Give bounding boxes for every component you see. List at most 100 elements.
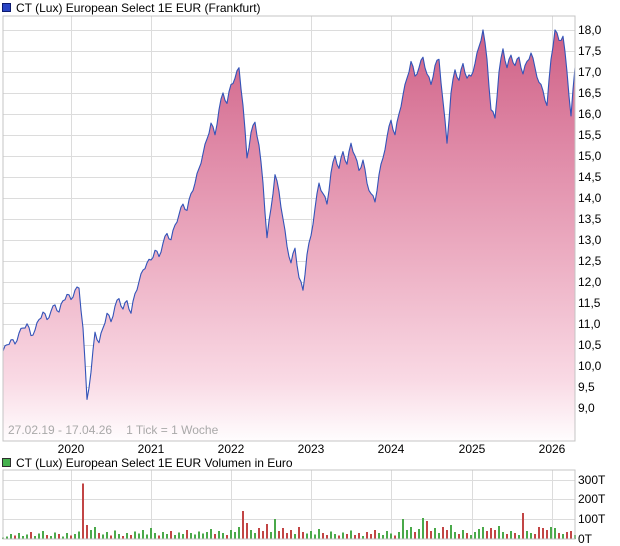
volume-bar [534, 534, 536, 539]
price-y-tick-label: 13,5 [578, 212, 602, 226]
volume-bar [338, 535, 340, 539]
volume-bar [222, 533, 224, 539]
price-area-fill [3, 29, 575, 442]
volume-bar [66, 533, 68, 539]
volume-bar [538, 527, 540, 539]
volume-bar [374, 530, 376, 539]
volume-bar [554, 528, 556, 539]
volume-bar [206, 532, 208, 539]
volume-bar [190, 533, 192, 539]
volume-bar [450, 525, 452, 539]
volume-bar [210, 529, 212, 539]
volume-bar [158, 535, 160, 539]
volume-bar [30, 532, 32, 539]
volume-bar [566, 532, 568, 539]
volume-bar [34, 535, 36, 539]
volume-bar [282, 528, 284, 539]
volume-bar [146, 534, 148, 539]
price-y-tick-label: 11,0 [578, 317, 601, 331]
volume-bar [526, 531, 528, 539]
volume-bar [558, 533, 560, 539]
volume-plot-border [2, 469, 576, 540]
volume-bar [242, 511, 244, 539]
volume-bar [90, 530, 92, 539]
volume-bar [530, 533, 532, 539]
volume-chart-title: CT (Lux) European Select 1E EUR Volumen … [16, 455, 293, 470]
volume-bar [298, 527, 300, 539]
volume-bar [142, 530, 144, 539]
volume-bar [402, 519, 404, 539]
volume-bar [254, 533, 256, 539]
volume-bar [74, 533, 76, 539]
volume-bar [454, 532, 456, 539]
date-range-label: 27.02.19 - 17.04.26 [8, 423, 113, 437]
volume-bar [70, 535, 72, 539]
price-y-tick-label: 17,5 [578, 44, 602, 58]
volume-bar [22, 536, 24, 539]
volume-bar [406, 530, 408, 539]
chart-range-info: 27.02.19 - 17.04.26 1 Tick = 1 Woche [8, 423, 232, 437]
volume-bar [506, 534, 508, 539]
volume-bar [114, 530, 116, 539]
volume-bar [278, 531, 280, 539]
volume-bar [346, 534, 348, 539]
volume-bar [550, 527, 552, 539]
volume-bar [226, 535, 228, 539]
price-y-tick-label: 9,0 [578, 401, 595, 415]
volume-bar [434, 528, 436, 539]
volume-bar [502, 532, 504, 539]
volume-bar [334, 533, 336, 539]
volume-bar [54, 532, 56, 539]
volume-bar [342, 532, 344, 539]
price-y-tick-label: 14,5 [578, 170, 602, 184]
x-axis-year-label: 2023 [297, 442, 325, 456]
volume-bar [354, 535, 356, 539]
volume-bar [170, 531, 172, 539]
volume-bar [198, 531, 200, 539]
price-series-icon [2, 3, 11, 12]
x-axis-year-label: 2020 [57, 442, 85, 456]
volume-bar [414, 532, 416, 539]
volume-bar [290, 530, 292, 539]
price-y-tick-label: 16,0 [578, 107, 602, 121]
price-y-tick-label: 12,0 [578, 275, 602, 289]
volume-series-icon [2, 458, 11, 467]
volume-bar [470, 535, 472, 539]
price-chart-title: CT (Lux) European Select 1E EUR (Frankfu… [16, 0, 261, 15]
volume-bar [102, 534, 104, 539]
volume-bar [202, 533, 204, 539]
volume-bar [82, 483, 84, 539]
volume-bar [238, 527, 240, 539]
volume-bar [150, 528, 152, 539]
volume-bar [270, 532, 272, 539]
volume-bar [498, 526, 500, 539]
volume-bar [130, 535, 132, 539]
volume-bar [310, 531, 312, 539]
volume-chart-header: CT (Lux) European Select 1E EUR Volumen … [2, 455, 293, 470]
volume-bar [386, 531, 388, 539]
volume-bar [482, 527, 484, 539]
volume-bar [258, 528, 260, 539]
volume-bar [390, 533, 392, 539]
volume-bar [358, 533, 360, 539]
volume-bar [14, 535, 16, 539]
volume-bar [518, 535, 520, 539]
price-y-tick-label: 13,0 [578, 233, 602, 247]
volume-bar [350, 530, 352, 539]
price-y-tick-label: 12,5 [578, 254, 602, 268]
volume-bar [50, 536, 52, 539]
volume-bar [514, 533, 516, 539]
volume-bar [474, 532, 476, 539]
volume-bar [422, 518, 424, 539]
volume-bar [426, 521, 428, 539]
volume-bar [382, 535, 384, 539]
volume-bar [230, 530, 232, 539]
volume-bar [122, 536, 124, 539]
volume-bar [370, 534, 372, 539]
volume-bar [58, 534, 60, 539]
volume-bar [466, 533, 468, 539]
volume-bar [6, 536, 8, 539]
x-axis-year-label: 2021 [137, 442, 165, 456]
volume-bar [490, 528, 492, 539]
volume-bar [162, 532, 164, 539]
